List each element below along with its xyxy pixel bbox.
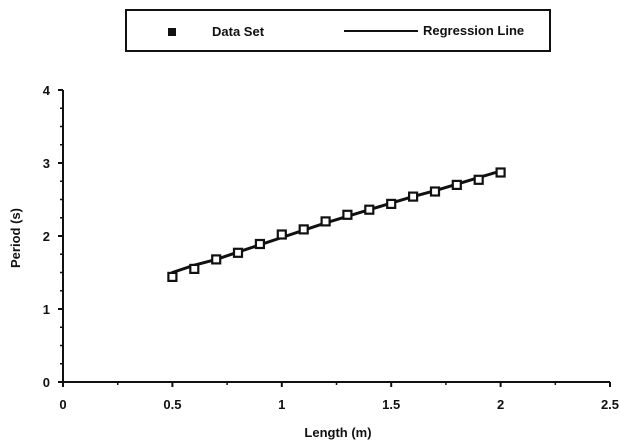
- data-point: [342, 209, 353, 220]
- regression-line: [170, 169, 503, 274]
- data-point: [298, 224, 309, 235]
- data-point: [408, 191, 419, 202]
- data-point: [167, 271, 178, 282]
- x-tick-label: 2.5: [601, 397, 619, 412]
- y-tick-label: 1: [43, 302, 50, 317]
- x-ticks: 0 0.5 1 1.5 2 2.5: [59, 382, 619, 412]
- data-point: [211, 254, 222, 265]
- data-point: [429, 186, 441, 197]
- data-point: [386, 198, 397, 209]
- x-tick-label: 0.5: [163, 397, 181, 412]
- x-tick-label: 2: [497, 397, 504, 412]
- data-point: [473, 174, 484, 185]
- x-tick-label: 1.5: [382, 397, 400, 412]
- data-point: [276, 229, 287, 240]
- legend-regression-line-label: Regression Line: [423, 23, 524, 38]
- data-point: [451, 179, 462, 190]
- x-axis-label: Length (m): [304, 425, 371, 440]
- legend-data-set-label: Data Set: [212, 24, 265, 39]
- legend-box: [125, 9, 551, 52]
- y-tick-label: 0: [43, 375, 50, 390]
- x-tick-label: 1: [278, 397, 285, 412]
- legend: Data Set Regression Line: [125, 9, 551, 52]
- y-axis-label: Period (s): [8, 208, 23, 268]
- data-point: [189, 263, 200, 274]
- data-point: [364, 204, 375, 215]
- y-tick-label: 2: [43, 229, 50, 244]
- markers-layer: [167, 167, 506, 282]
- y-ticks: 0 1 2 3 4: [43, 83, 63, 390]
- axes: [62, 90, 610, 383]
- data-point: [320, 216, 331, 227]
- y-tick-label: 3: [43, 156, 50, 171]
- legend-data-set-marker: [168, 28, 176, 36]
- regression-layer: [170, 169, 503, 274]
- y-tick-label: 4: [43, 83, 51, 98]
- data-point: [495, 167, 506, 178]
- data-point: [254, 238, 265, 250]
- x-tick-label: 0: [59, 397, 66, 412]
- data-point: [232, 247, 244, 258]
